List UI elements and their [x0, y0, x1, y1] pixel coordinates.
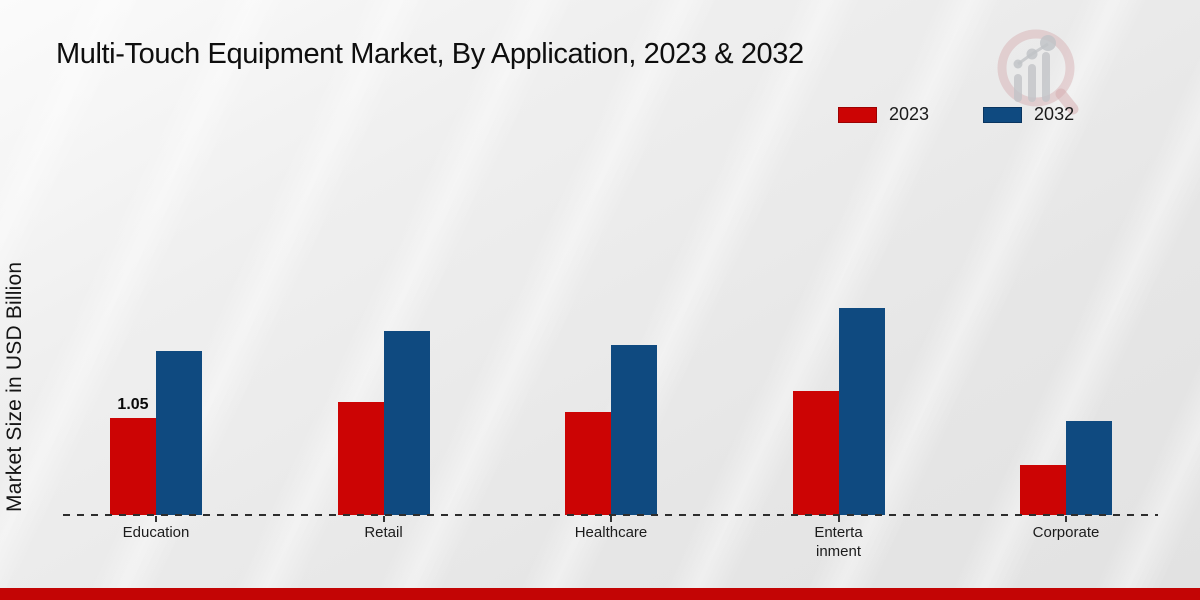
legend-item-2023: 2023	[838, 104, 929, 125]
category-tick	[610, 516, 612, 522]
category-tick	[837, 516, 840, 522]
bar-2032-education	[156, 351, 202, 515]
bar-2023-healthcare	[565, 412, 611, 515]
bar-2032-entertainment	[838, 308, 885, 515]
category-tick	[1065, 516, 1067, 522]
bar-2032-healthcare	[611, 345, 657, 515]
bar-group-entertainment	[792, 0, 885, 515]
magnifier-bar-chart-logo-icon	[997, 29, 1079, 115]
page-title: Multi-Touch Equipment Market, By Applica…	[56, 38, 804, 70]
footer-accent-bar	[0, 588, 1200, 600]
bar-2023-entertainment	[792, 391, 839, 515]
bar-2032-corporate	[1066, 421, 1112, 515]
x-axis-baseline	[63, 514, 1158, 516]
bar-2032-retail	[383, 331, 430, 515]
bar-group-retail	[337, 0, 430, 515]
legend-swatch	[838, 106, 877, 123]
legend-swatch	[983, 106, 1023, 123]
bar-group-healthcare	[565, 0, 657, 515]
legend-label: 2032	[1034, 104, 1075, 124]
category-tick	[382, 516, 385, 522]
bar-2023-retail	[337, 402, 384, 515]
bar-2023-corporate	[1020, 465, 1066, 515]
plot-area: 1.05	[110, 0, 1112, 515]
legend-item-2032: 2032	[983, 104, 1074, 125]
category-label-retail: Retail	[364, 524, 403, 541]
bar-group-education: 1.05	[110, 0, 202, 515]
category-label-education: Education	[122, 524, 190, 541]
bar-value-label: 1.05	[117, 396, 149, 413]
category-label-entertainment: Enterta inment	[814, 524, 863, 560]
bar-group-corporate	[1020, 0, 1112, 515]
legend-label: 2023	[889, 104, 930, 124]
bar-2023-education	[110, 418, 156, 515]
category-label-healthcare: Healthcare	[574, 524, 648, 541]
category-label-corporate: Corporate	[1032, 524, 1100, 541]
category-tick	[155, 516, 157, 522]
legend: 2023 2032	[838, 104, 1074, 125]
